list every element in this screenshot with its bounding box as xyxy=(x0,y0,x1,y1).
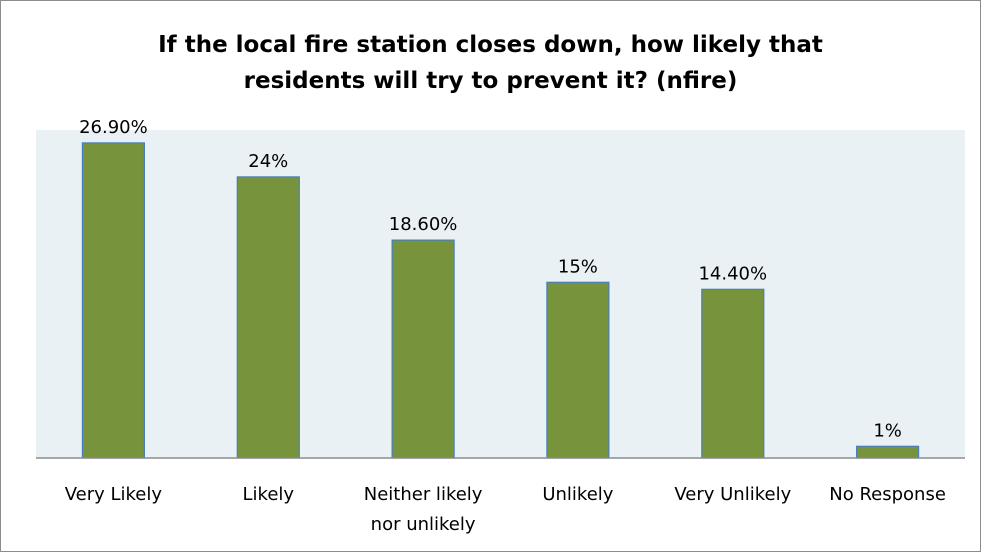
data-label-3: 15% xyxy=(558,256,598,277)
data-label-4: 14.40% xyxy=(698,263,767,284)
data-label-0: 26.90% xyxy=(79,117,148,138)
category-label-4: Very Unlikely xyxy=(674,484,791,505)
category-label-0: Very Likely xyxy=(65,484,163,505)
chart-title: If the local fire station closes down, h… xyxy=(1,27,980,99)
bar-4 xyxy=(701,288,765,459)
bar-1 xyxy=(236,176,300,459)
bar-0 xyxy=(81,142,146,459)
bar-2 xyxy=(391,239,455,459)
category-label-1: Likely xyxy=(243,484,295,505)
data-label-2: 18.60% xyxy=(389,214,458,235)
category-label-5: No Response xyxy=(829,484,946,505)
data-label-1: 24% xyxy=(248,151,288,172)
value-labels-group: 26.90% 24% 18.60% 15% 14.40% 1% xyxy=(79,117,902,441)
plot-area xyxy=(36,130,965,458)
category-label-2-line-1: nor unlikely xyxy=(371,514,476,535)
bars-group xyxy=(81,142,920,459)
bar-3 xyxy=(546,281,610,459)
category-label-3: Unlikely xyxy=(542,484,613,505)
bar-5 xyxy=(855,445,920,459)
category-labels-group: Very Likely Likely Neither likely nor unlik… xyxy=(65,484,946,535)
category-label-2-line-0: Neither likely xyxy=(364,484,483,505)
chart-title-line-1: If the local fire station closes down, h… xyxy=(158,32,823,58)
data-label-5: 1% xyxy=(873,420,902,441)
chart-title-line-2: residents will try to prevent it? (nfire… xyxy=(243,68,738,94)
